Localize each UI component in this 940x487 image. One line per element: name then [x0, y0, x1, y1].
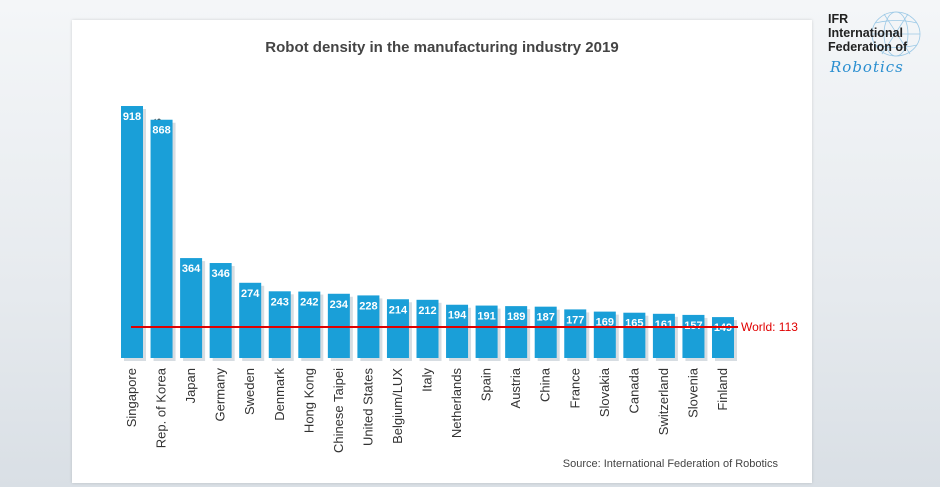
category-label: Spain — [479, 368, 494, 401]
bar-italy — [416, 299, 439, 358]
bar-japan — [180, 258, 203, 358]
category-label: Netherlands — [449, 368, 464, 439]
category-label: Austria — [508, 367, 523, 408]
bar-rep-of-korea — [150, 119, 173, 358]
category-label: Rep. of Korea — [154, 367, 169, 448]
world-reference-label: World: 113 — [741, 320, 798, 334]
category-label: Singapore — [124, 368, 139, 427]
category-label: Belgium/LUX — [390, 368, 405, 444]
bar-value-label: 214 — [389, 304, 408, 316]
chart-panel: Robot density in the manufacturing indus… — [72, 20, 812, 483]
bar-value-label: 169 — [596, 317, 614, 329]
bar-sweden — [239, 282, 262, 358]
bar-switzerland — [652, 313, 675, 358]
bar-canada — [623, 312, 646, 358]
category-label: France — [567, 368, 582, 408]
logo-federation: Federation of — [828, 40, 908, 54]
bar-austria — [505, 306, 528, 358]
bar-chinese-taipei — [327, 293, 350, 358]
bar-value-label: 177 — [566, 314, 584, 326]
bar-singapore — [121, 106, 143, 358]
category-label: Chinese Taipei — [331, 368, 346, 453]
bar-value-label: 243 — [271, 296, 289, 308]
bar-slovakia — [593, 311, 616, 358]
bar-value-label: 234 — [330, 299, 349, 311]
category-label: United States — [360, 368, 375, 447]
bar-value-label: 346 — [211, 268, 229, 280]
category-label: Slovakia — [597, 367, 612, 417]
category-label: Finland — [715, 368, 730, 411]
bar-germany — [209, 263, 232, 358]
bar-value-label: 189 — [507, 311, 525, 323]
bar-value-label: 187 — [537, 312, 555, 324]
category-label: Sweden — [242, 368, 257, 415]
bar-value-label: 149 — [714, 322, 732, 334]
category-label: Canada — [626, 367, 641, 413]
bar-belgium-lux — [386, 299, 409, 358]
category-label: Denmark — [272, 368, 287, 421]
category-label: China — [538, 367, 553, 402]
bar-value-label: 364 — [182, 263, 201, 275]
bar-china — [534, 306, 557, 358]
ifr-logo: IFR International Federation of Robotics — [824, 6, 939, 76]
bar-value-label: 191 — [477, 311, 495, 323]
bar-hong-kong — [298, 291, 321, 358]
logo-robotics: Robotics — [830, 58, 904, 76]
logo-international: International — [828, 26, 904, 40]
category-label: Switzerland — [656, 368, 671, 435]
bar-value-label: 242 — [300, 297, 318, 309]
bar-value-label: 868 — [152, 125, 170, 137]
bar-slovenia — [682, 314, 705, 358]
bar-value-label: 157 — [684, 320, 702, 332]
category-label: Slovenia — [685, 367, 700, 418]
source-note: Source: International Federation of Robo… — [562, 458, 778, 470]
bar-spain — [475, 305, 498, 358]
bar-netherlands — [446, 304, 469, 358]
category-label: Hong Kong — [301, 368, 316, 433]
bar-france — [564, 309, 587, 358]
bar-value-label: 274 — [241, 288, 260, 300]
logo-ifr: IFR — [828, 12, 849, 26]
bar-value-label: 918 — [123, 111, 141, 123]
chart-title: Robot density in the manufacturing indus… — [265, 39, 619, 56]
category-label: Italy — [420, 368, 435, 392]
bar-denmark — [268, 291, 291, 358]
globe-icon — [871, 11, 921, 57]
category-label: Japan — [183, 368, 198, 403]
bar-value-label: 212 — [418, 305, 436, 317]
bar-value-label: 228 — [359, 300, 377, 312]
bar-value-label: 194 — [448, 310, 467, 322]
category-label: Germany — [213, 368, 228, 422]
bar-value-label: 161 — [655, 319, 673, 331]
